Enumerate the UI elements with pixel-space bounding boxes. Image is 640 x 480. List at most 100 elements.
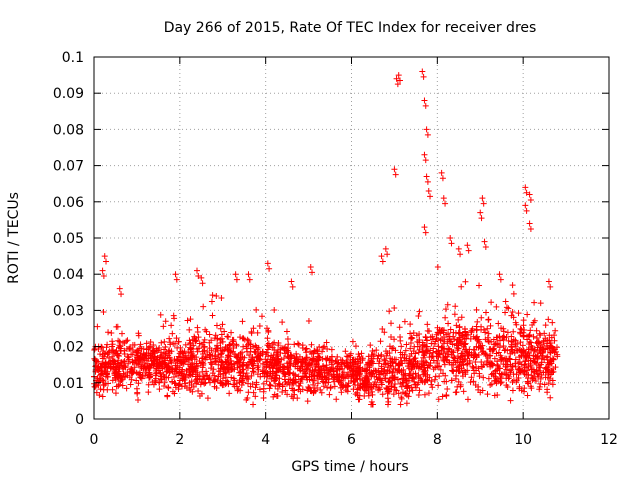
data-point bbox=[196, 392, 203, 399]
data-point bbox=[209, 292, 216, 299]
x-tick-label: 12 bbox=[600, 432, 618, 448]
data-point bbox=[534, 344, 541, 351]
data-point bbox=[382, 360, 389, 367]
data-point bbox=[397, 380, 404, 387]
data-point bbox=[284, 391, 291, 398]
data-point bbox=[152, 350, 159, 357]
data-point bbox=[392, 171, 399, 178]
data-point bbox=[428, 340, 435, 347]
data-point bbox=[228, 357, 235, 364]
data-point bbox=[92, 384, 99, 391]
data-point bbox=[225, 334, 232, 341]
data-point bbox=[521, 385, 528, 392]
data-point bbox=[442, 200, 449, 207]
data-point bbox=[344, 364, 351, 371]
data-point bbox=[345, 380, 352, 387]
data-point bbox=[212, 359, 219, 366]
data-point bbox=[343, 372, 350, 379]
data-point bbox=[493, 350, 500, 357]
data-point bbox=[388, 383, 395, 390]
data-point bbox=[449, 368, 456, 375]
data-point bbox=[399, 375, 406, 382]
data-point bbox=[425, 361, 432, 368]
data-point bbox=[452, 303, 459, 310]
data-point bbox=[116, 372, 123, 379]
data-point bbox=[446, 336, 453, 343]
data-point bbox=[135, 355, 142, 362]
y-tick-label: 0.04 bbox=[53, 267, 84, 283]
data-point bbox=[103, 258, 110, 265]
data-point bbox=[386, 343, 393, 350]
data-point bbox=[188, 361, 195, 368]
data-point bbox=[396, 324, 403, 331]
data-point bbox=[325, 371, 332, 378]
data-point bbox=[478, 345, 485, 352]
data-point bbox=[128, 351, 135, 358]
data-point bbox=[302, 346, 309, 353]
data-point bbox=[280, 369, 287, 376]
data-point bbox=[203, 328, 210, 335]
data-point bbox=[381, 329, 388, 336]
data-point bbox=[176, 369, 183, 376]
data-point bbox=[244, 341, 251, 348]
data-point bbox=[266, 344, 273, 351]
data-point bbox=[406, 388, 413, 395]
data-point bbox=[520, 317, 527, 324]
data-point bbox=[505, 375, 512, 382]
data-point bbox=[320, 379, 327, 386]
data-point bbox=[245, 337, 252, 344]
data-point bbox=[541, 381, 548, 388]
data-point bbox=[517, 330, 524, 337]
data-point bbox=[382, 357, 389, 364]
data-point bbox=[524, 378, 531, 385]
data-point bbox=[447, 235, 454, 241]
data-point bbox=[303, 374, 310, 381]
data-point bbox=[162, 318, 169, 325]
data-point bbox=[230, 348, 237, 355]
data-point bbox=[371, 351, 378, 358]
data-point bbox=[523, 371, 530, 378]
data-point bbox=[97, 386, 104, 393]
data-point bbox=[411, 378, 418, 385]
data-point bbox=[466, 360, 473, 367]
data-point bbox=[439, 393, 446, 400]
data-point bbox=[249, 360, 256, 367]
data-point bbox=[529, 377, 536, 384]
data-point bbox=[420, 349, 427, 356]
data-point bbox=[97, 351, 104, 358]
data-point bbox=[172, 271, 179, 278]
data-point bbox=[548, 360, 555, 367]
data-point bbox=[297, 380, 304, 387]
data-point bbox=[250, 360, 257, 367]
data-point bbox=[115, 357, 122, 364]
y-tick-label: 0.02 bbox=[53, 340, 84, 356]
data-point bbox=[549, 377, 556, 384]
data-point bbox=[424, 178, 431, 185]
data-point bbox=[196, 357, 203, 364]
data-point bbox=[267, 368, 274, 375]
data-point bbox=[182, 341, 189, 348]
data-point bbox=[549, 369, 556, 376]
data-point bbox=[158, 339, 165, 346]
data-points bbox=[91, 68, 561, 408]
data-point bbox=[196, 376, 203, 383]
data-point bbox=[355, 358, 362, 365]
data-point bbox=[116, 362, 123, 369]
data-point bbox=[228, 374, 235, 381]
data-point bbox=[99, 393, 106, 400]
data-point bbox=[497, 276, 504, 283]
data-point bbox=[237, 350, 244, 357]
data-point bbox=[270, 352, 277, 359]
grid-layer bbox=[94, 57, 609, 419]
data-point bbox=[513, 371, 520, 378]
data-point bbox=[441, 334, 448, 341]
data-point bbox=[389, 359, 396, 366]
data-point bbox=[532, 359, 539, 366]
data-point bbox=[551, 332, 558, 339]
data-point bbox=[105, 329, 112, 336]
data-point bbox=[411, 355, 418, 362]
data-point bbox=[316, 354, 323, 361]
data-point bbox=[377, 338, 384, 345]
data-point bbox=[112, 390, 119, 397]
data-point bbox=[518, 361, 525, 368]
